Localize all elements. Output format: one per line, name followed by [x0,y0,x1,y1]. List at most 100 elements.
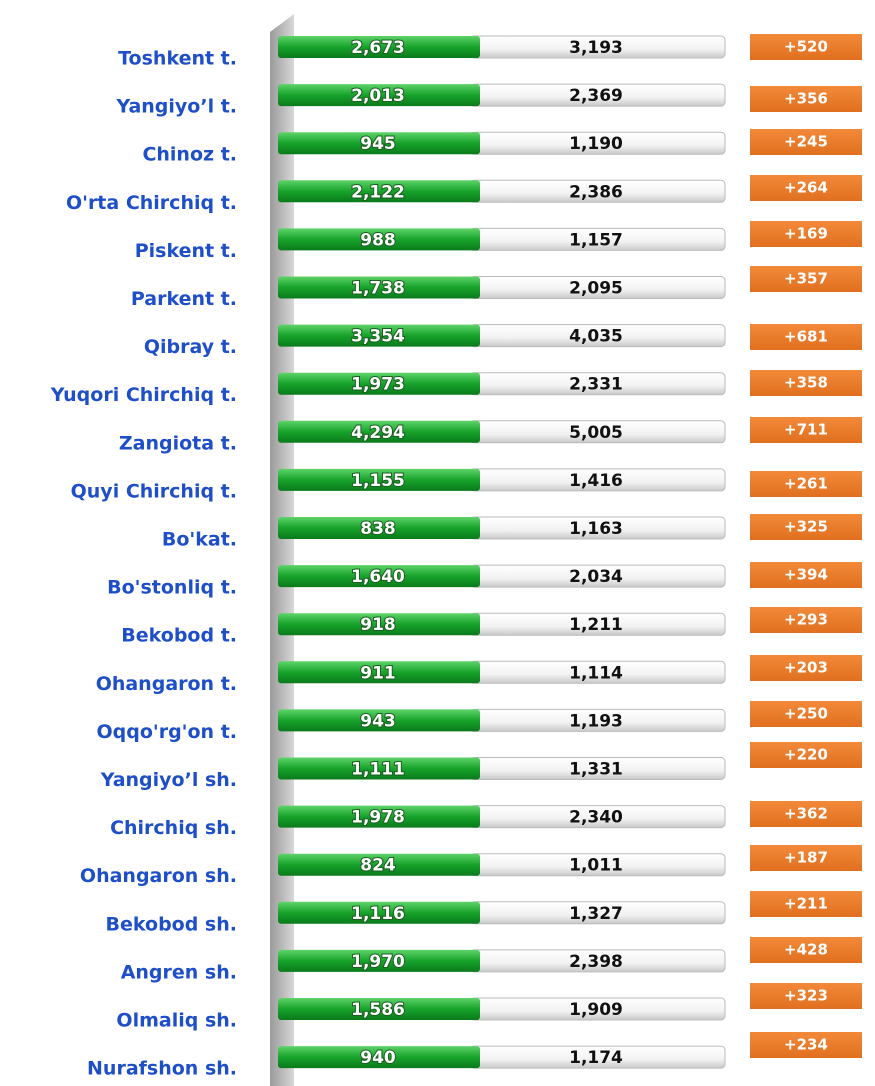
row-label: Toshkent t. [118,48,237,70]
after-value: 1,190 [569,134,623,154]
bar-before [278,420,480,443]
before-value: 1,586 [351,1000,405,1020]
change-value: +325 [784,518,828,536]
after-value: 2,340 [569,808,623,828]
change-value: +187 [784,849,828,867]
after-value: 1,174 [569,1048,623,1068]
change-box [750,845,862,871]
change-value: +245 [784,133,828,151]
change-value: +264 [784,179,828,197]
change-value: +203 [784,659,828,677]
change-value: +362 [784,805,828,823]
before-value: 2,673 [351,38,405,58]
change-box [750,514,862,540]
change-box [750,86,862,112]
after-value: 1,193 [569,711,623,731]
after-value: 2,095 [569,279,623,299]
bar-before [278,276,480,299]
row-label: Bekobod t. [121,625,237,647]
row-label: Parkent t. [131,288,237,310]
bar-before [278,613,480,636]
row-label: Olmaliq sh. [116,1010,237,1032]
change-box [750,801,862,827]
row-label: Nurafshon sh. [87,1058,237,1080]
before-value: 943 [360,711,396,731]
bar-before [278,757,480,780]
change-box [750,34,862,60]
bar-before [278,661,480,684]
row-label: O'rta Chirchiq t. [66,192,237,214]
before-value: 2,013 [351,86,405,106]
change-value: +169 [784,225,828,243]
row-label: Bo'kat. [162,529,237,551]
change-box [750,607,862,633]
bar-before [278,84,480,107]
row-label: Oqqo'rg'on t. [96,721,237,743]
change-value: +681 [784,328,828,346]
bar-before [278,853,480,876]
bar-before [278,372,480,395]
change-box [750,655,862,681]
after-value: 1,909 [569,1000,623,1020]
change-value: +261 [784,475,828,493]
bar-before [278,36,480,58]
change-box [750,891,862,917]
bar-before [278,998,480,1020]
after-value: 1,163 [569,519,623,539]
row-label: Piskent t. [135,240,237,262]
change-box [750,324,862,350]
before-value: 918 [360,615,396,635]
after-value: 2,398 [569,952,623,972]
row-label: Ohangaron t. [96,673,237,695]
change-box [750,417,862,443]
bar-before [278,132,480,155]
after-value: 1,416 [569,471,623,491]
before-value: 3,354 [351,327,405,347]
bar-before [278,1046,480,1069]
change-value: +220 [784,746,828,764]
axis-wall [270,14,294,1086]
after-value: 5,005 [569,423,623,443]
row-label: Ohangaron sh. [80,865,237,887]
before-value: 911 [360,663,396,683]
row-label: Bekobod sh. [106,913,237,935]
change-box [750,562,862,588]
before-value: 1,978 [351,808,405,828]
before-value: 1,973 [351,375,405,395]
before-value: 4,294 [351,423,405,443]
row-label: Yangiyo’l sh. [100,769,237,791]
after-value: 1,211 [569,615,623,635]
before-value: 988 [360,230,396,250]
after-value: 2,034 [569,567,623,587]
before-value: 945 [360,134,396,154]
change-box [750,266,862,292]
before-value: 2,122 [351,182,405,202]
before-value: 940 [360,1048,396,1068]
change-value: +211 [784,895,828,913]
after-value: 1,331 [569,760,623,780]
before-value: 824 [360,856,396,876]
row-label: Qibray t. [144,336,237,358]
change-box [750,370,862,396]
before-value: 1,738 [351,279,405,299]
row-label: Chirchiq sh. [110,817,237,839]
after-value: 2,369 [569,86,623,106]
change-value: +394 [784,566,828,584]
before-value: 1,116 [351,904,405,924]
row-label: Zangiota t. [119,432,237,454]
change-box [750,937,862,963]
bar-before [278,709,480,732]
row-label: Bo'stonliq t. [107,577,237,599]
bar-before [278,324,480,347]
change-value: +358 [784,374,828,392]
before-value: 1,111 [351,760,405,780]
bar-before [278,565,480,588]
bar-before [278,949,480,972]
change-box [750,129,862,155]
change-box [750,471,862,497]
row-label: Quyi Chirchiq t. [71,480,237,502]
after-value: 2,331 [569,375,623,395]
change-value: +323 [784,987,828,1005]
bar-before [278,180,480,203]
